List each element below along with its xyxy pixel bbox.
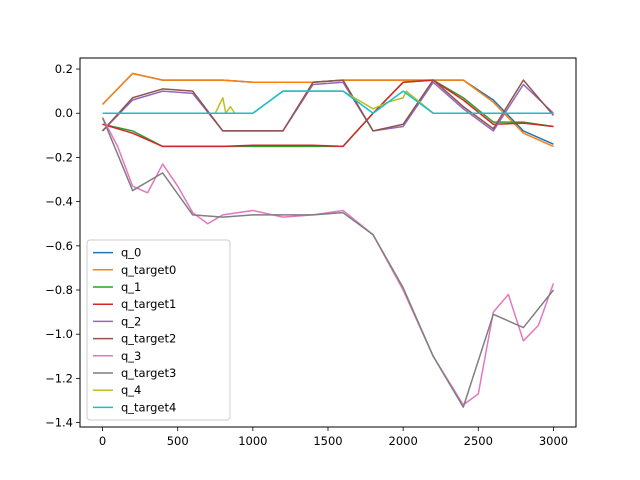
legend-label: q_target3 [121, 366, 176, 380]
legend-label: q_target4 [121, 400, 176, 414]
y-tick-label: −0.8 [45, 283, 73, 297]
y-tick-label: −0.4 [45, 195, 73, 209]
x-axis: 0 500 1000 1500 2000 2500 3000 [99, 427, 568, 448]
legend-box [86, 239, 231, 421]
x-tick-label: 0 [99, 434, 106, 448]
x-tick-label: 3000 [539, 434, 568, 448]
legend-label: q_target2 [121, 332, 176, 346]
legend: q_0 q_target0 q_1 q_target1 q_2 q_target2 q_3q… [86, 239, 231, 421]
y-tick-label: −1.4 [45, 416, 73, 430]
series-line-q-target3 [101, 117, 555, 408]
series-line-q-target1 [102, 79, 554, 148]
y-tick-label: −0.6 [45, 239, 73, 253]
legend-label: q_1 [121, 280, 141, 294]
series-line-q-2 [102, 81, 554, 132]
x-tick-label: 1000 [238, 434, 267, 448]
legend-label: q_2 [121, 314, 141, 328]
y-tick-label: 0.0 [55, 106, 73, 120]
y-tick-label: −1.2 [45, 371, 73, 385]
series-line-q-target2 [101, 79, 555, 132]
legend-label: q_target1 [121, 297, 176, 311]
legend-label: q_4 [121, 383, 141, 397]
y-tick-label: −1.0 [45, 327, 73, 341]
x-tick-label: 1500 [313, 434, 342, 448]
y-tick-label: 0.2 [55, 62, 73, 76]
y-axis: 0.2 0.0 −0.2 −0.4 −0.6 −0.8 −1.0 −1.2 −1.4 [45, 62, 80, 430]
series-layer [101, 72, 555, 408]
x-tick-label: 500 [167, 434, 189, 448]
x-tick-label: 2000 [389, 434, 418, 448]
legend-label: q_target0 [121, 263, 176, 277]
y-tick-label: −0.2 [45, 150, 73, 164]
series-line-q-target4 [102, 90, 554, 114]
x-tick-label: 2500 [464, 434, 493, 448]
legend-label: q_0 [121, 246, 141, 260]
legend-label: q_3 [121, 349, 141, 363]
